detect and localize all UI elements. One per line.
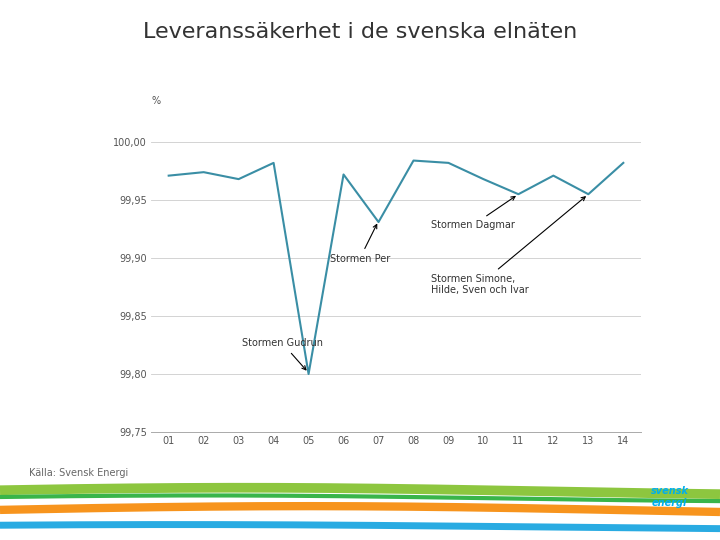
Text: Stormen Gudrun: Stormen Gudrun xyxy=(242,339,323,370)
Text: Källa: Svensk Energi: Källa: Svensk Energi xyxy=(29,468,128,478)
Text: Leveranssäkerhet i de svenska elnäten: Leveranssäkerhet i de svenska elnäten xyxy=(143,22,577,42)
Text: Stormen Per: Stormen Per xyxy=(330,225,390,264)
Text: %: % xyxy=(151,96,161,106)
Text: Stormen Simone,
Hilde, Sven och Ivar: Stormen Simone, Hilde, Sven och Ivar xyxy=(431,197,585,295)
Text: svensk
energi: svensk energi xyxy=(651,486,688,508)
Text: Stormen Dagmar: Stormen Dagmar xyxy=(431,197,515,230)
